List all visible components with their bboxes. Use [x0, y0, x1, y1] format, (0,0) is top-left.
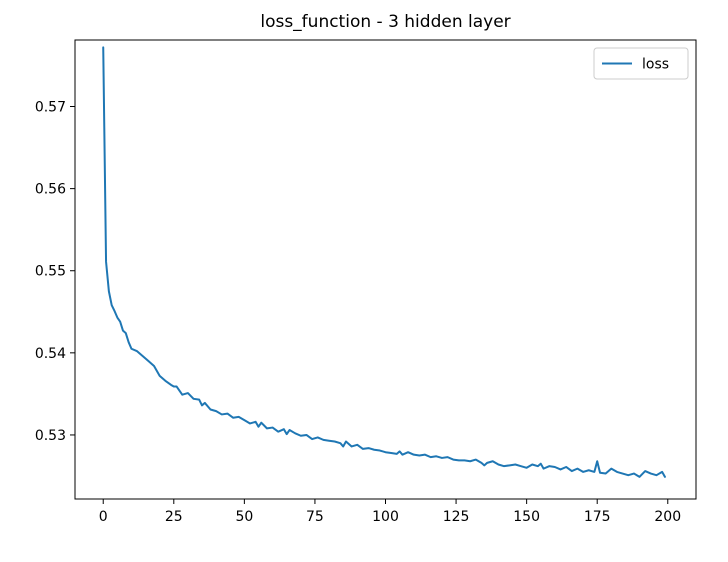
series-line-loss — [102, 46, 666, 478]
x-tick-label: 175 — [584, 509, 611, 525]
legend: loss — [593, 47, 689, 80]
y-tick-label: 0.55 — [35, 264, 66, 280]
x-tick-label: 50 — [235, 509, 253, 525]
y-tick-label: 0.54 — [35, 346, 66, 362]
axes-frame — [74, 39, 697, 500]
y-tick-label: 0.56 — [35, 182, 66, 198]
x-tick-label: 25 — [165, 509, 183, 525]
y-tick-label: 0.57 — [35, 100, 66, 116]
x-tick-label: 150 — [513, 509, 540, 525]
x-tick-label: 75 — [306, 509, 324, 525]
legend-label-loss: loss — [642, 57, 669, 73]
x-tick-label: 100 — [372, 509, 399, 525]
legend-box — [593, 47, 689, 80]
y-tick-label: 0.53 — [35, 428, 66, 444]
chart-title: loss_function - 3 hidden layer — [260, 12, 510, 32]
x-tick-label: 200 — [654, 509, 681, 525]
x-tick-label: 125 — [443, 509, 470, 525]
x-axis-ticks: 0 25 50 75 100 125 150 175 200 — [99, 499, 681, 525]
y-axis-ticks: 0.53 0.54 0.55 0.56 0.57 — [35, 100, 75, 444]
x-tick-label: 0 — [99, 509, 108, 525]
